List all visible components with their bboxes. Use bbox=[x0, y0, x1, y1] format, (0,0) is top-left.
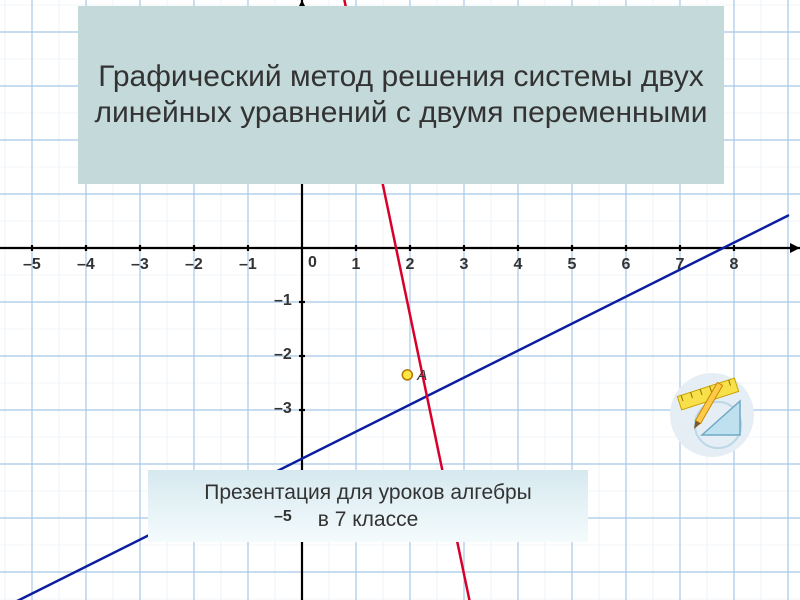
axis-tick-label: –3 bbox=[274, 400, 292, 418]
axis-tick-label: 1 bbox=[352, 256, 361, 274]
drafting-tools-icon bbox=[670, 373, 754, 457]
intersection-label: A bbox=[417, 367, 427, 384]
axis-tick-label: –3 bbox=[131, 256, 149, 274]
axis-tick-label: –5 bbox=[23, 256, 41, 274]
axis-tick-label: 6 bbox=[622, 256, 631, 274]
axis-tick-label: 7 bbox=[676, 256, 685, 274]
axis-tick-label: 3 bbox=[460, 256, 469, 274]
axis-tick-label: –4 bbox=[77, 256, 95, 274]
axis-tick-label: –2 bbox=[274, 346, 292, 364]
subtitle-box: Презентация для уроков алгебры в 7 класс… bbox=[148, 470, 588, 542]
axis-tick-label: 2 bbox=[406, 256, 415, 274]
subtitle-line2: в 7 классе bbox=[318, 506, 419, 533]
title-box: Графический метод решения системы двух л… bbox=[78, 6, 724, 184]
slide-stage: Графический метод решения системы двух л… bbox=[0, 0, 800, 600]
title-text: Графический метод решения системы двух л… bbox=[78, 59, 724, 131]
axis-tick-label: –1 bbox=[239, 256, 257, 274]
axis-tick-label: –5 bbox=[274, 508, 292, 526]
axis-tick-label: –1 bbox=[274, 292, 292, 310]
axis-tick-label: 8 bbox=[730, 256, 739, 274]
axis-tick-label: 5 bbox=[568, 256, 577, 274]
subtitle-line1: Презентация для уроков алгебры bbox=[204, 479, 532, 506]
axis-tick-label: 4 bbox=[514, 256, 523, 274]
origin-label: 0 bbox=[308, 254, 317, 272]
axis-tick-label: –2 bbox=[185, 256, 203, 274]
